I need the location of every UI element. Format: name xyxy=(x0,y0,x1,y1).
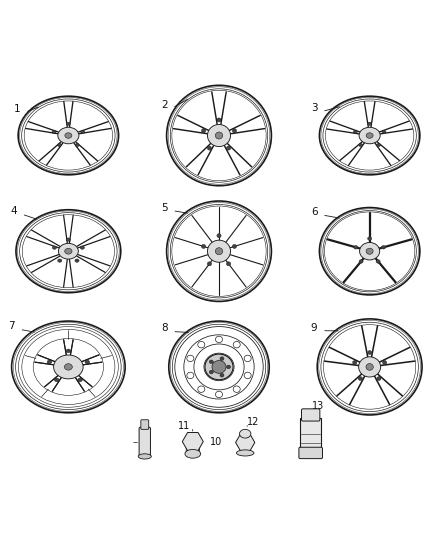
Ellipse shape xyxy=(382,130,386,133)
Ellipse shape xyxy=(185,449,201,458)
Ellipse shape xyxy=(53,355,83,379)
Ellipse shape xyxy=(215,336,223,343)
Ellipse shape xyxy=(366,133,373,138)
Text: 10: 10 xyxy=(210,438,223,448)
Ellipse shape xyxy=(367,122,371,125)
Ellipse shape xyxy=(208,240,230,262)
FancyBboxPatch shape xyxy=(300,418,321,450)
Ellipse shape xyxy=(207,146,212,150)
Ellipse shape xyxy=(58,259,62,262)
Text: 3: 3 xyxy=(311,103,318,114)
Ellipse shape xyxy=(367,351,372,354)
Ellipse shape xyxy=(54,378,59,382)
Text: 9: 9 xyxy=(311,322,318,333)
Ellipse shape xyxy=(187,355,194,361)
Text: 7: 7 xyxy=(8,321,15,332)
Ellipse shape xyxy=(232,128,237,133)
Ellipse shape xyxy=(240,430,251,438)
Ellipse shape xyxy=(244,355,251,361)
Ellipse shape xyxy=(85,360,89,364)
Ellipse shape xyxy=(220,357,224,360)
Ellipse shape xyxy=(201,245,206,248)
Ellipse shape xyxy=(78,378,82,382)
Ellipse shape xyxy=(205,354,233,379)
Ellipse shape xyxy=(226,365,230,369)
Ellipse shape xyxy=(233,342,240,348)
Ellipse shape xyxy=(201,128,206,133)
Ellipse shape xyxy=(198,342,205,348)
Ellipse shape xyxy=(382,360,387,365)
Ellipse shape xyxy=(226,262,231,266)
Ellipse shape xyxy=(220,374,224,377)
Ellipse shape xyxy=(209,370,213,374)
Ellipse shape xyxy=(215,391,223,398)
Ellipse shape xyxy=(64,364,72,370)
Ellipse shape xyxy=(67,122,71,125)
Ellipse shape xyxy=(237,450,254,456)
Ellipse shape xyxy=(209,360,213,364)
Ellipse shape xyxy=(212,360,226,373)
Ellipse shape xyxy=(215,132,223,139)
Ellipse shape xyxy=(232,245,237,248)
Ellipse shape xyxy=(58,244,78,259)
Ellipse shape xyxy=(215,248,223,255)
Ellipse shape xyxy=(66,349,71,353)
Ellipse shape xyxy=(360,243,380,260)
Ellipse shape xyxy=(198,386,205,392)
Text: 1: 1 xyxy=(14,104,21,114)
Ellipse shape xyxy=(52,130,56,133)
Ellipse shape xyxy=(81,130,85,133)
Text: 6: 6 xyxy=(311,207,318,217)
Ellipse shape xyxy=(80,246,85,249)
Ellipse shape xyxy=(47,360,52,364)
Text: 11: 11 xyxy=(178,421,191,431)
FancyBboxPatch shape xyxy=(139,427,150,456)
Ellipse shape xyxy=(366,364,373,370)
Ellipse shape xyxy=(359,143,363,147)
Ellipse shape xyxy=(358,377,363,381)
Text: 12: 12 xyxy=(247,417,260,427)
Ellipse shape xyxy=(376,260,380,263)
FancyBboxPatch shape xyxy=(299,447,322,458)
Ellipse shape xyxy=(381,246,385,249)
Ellipse shape xyxy=(359,260,363,263)
Ellipse shape xyxy=(359,127,380,144)
FancyBboxPatch shape xyxy=(141,420,149,430)
Ellipse shape xyxy=(233,386,240,392)
Ellipse shape xyxy=(353,130,357,133)
Ellipse shape xyxy=(75,259,79,262)
Ellipse shape xyxy=(207,262,212,266)
Text: 4: 4 xyxy=(11,206,17,216)
Ellipse shape xyxy=(75,143,79,147)
Text: 2: 2 xyxy=(161,100,168,110)
Ellipse shape xyxy=(65,133,72,138)
Ellipse shape xyxy=(377,377,381,381)
Ellipse shape xyxy=(66,238,71,241)
Ellipse shape xyxy=(187,372,194,378)
Ellipse shape xyxy=(244,372,251,378)
Ellipse shape xyxy=(65,248,72,254)
Ellipse shape xyxy=(217,233,221,238)
Ellipse shape xyxy=(208,125,230,147)
Text: 8: 8 xyxy=(161,324,168,334)
Ellipse shape xyxy=(217,118,221,122)
FancyBboxPatch shape xyxy=(186,441,199,456)
Ellipse shape xyxy=(366,248,373,254)
Ellipse shape xyxy=(354,246,358,249)
Ellipse shape xyxy=(377,143,381,147)
Text: 13: 13 xyxy=(312,401,325,411)
Ellipse shape xyxy=(359,357,381,377)
Ellipse shape xyxy=(58,127,79,144)
Ellipse shape xyxy=(367,237,371,240)
Ellipse shape xyxy=(226,146,231,150)
FancyBboxPatch shape xyxy=(301,409,320,421)
Ellipse shape xyxy=(57,143,61,147)
Ellipse shape xyxy=(52,246,57,249)
Ellipse shape xyxy=(353,360,357,365)
Ellipse shape xyxy=(138,454,151,459)
Text: 5: 5 xyxy=(161,203,168,213)
